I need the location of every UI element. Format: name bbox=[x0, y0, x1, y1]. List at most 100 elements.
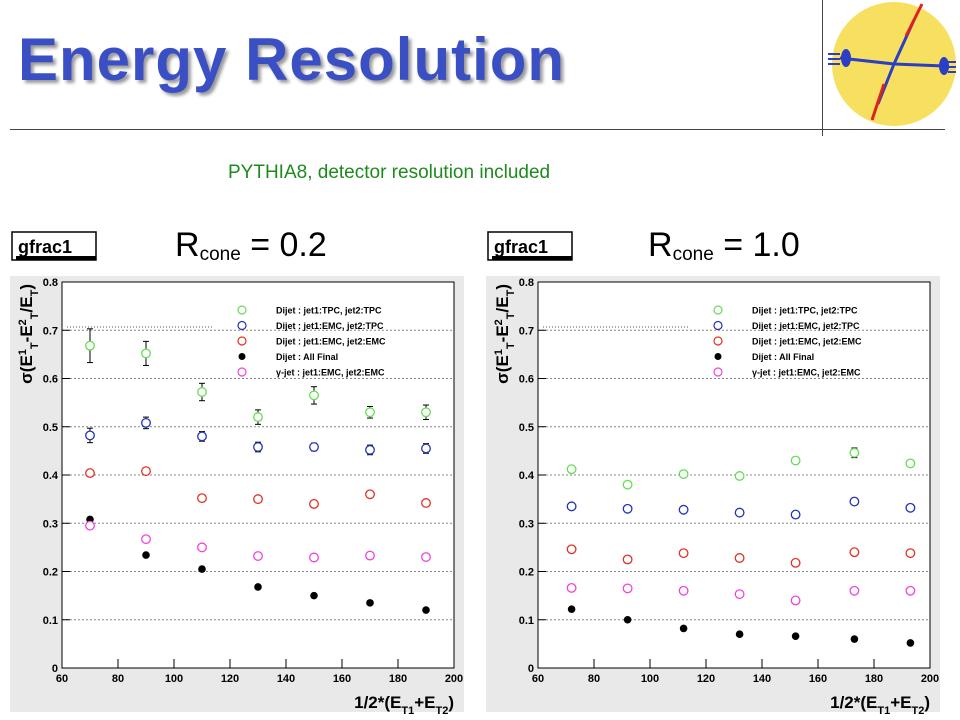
data-point bbox=[197, 387, 207, 397]
y-tick-label: 0.6 bbox=[43, 374, 58, 386]
legend-entry: Dijet : jet1:EMC, jet2:EMC bbox=[752, 337, 862, 347]
data-point bbox=[734, 507, 745, 518]
data-point bbox=[422, 606, 430, 614]
panel-label-right: Rcone = 1.0 bbox=[648, 228, 800, 264]
series bbox=[85, 520, 431, 563]
y-axis-title-sup: 1 bbox=[493, 349, 505, 355]
series bbox=[566, 447, 916, 490]
x-axis-title-part: +E bbox=[890, 693, 911, 712]
x-tick-label: 200 bbox=[921, 673, 939, 685]
data-point bbox=[421, 407, 431, 418]
y-tick-label: 0.3 bbox=[43, 518, 58, 530]
legend-marker bbox=[237, 367, 247, 377]
data-point bbox=[253, 551, 263, 562]
logo-arrow-down bbox=[870, 83, 886, 121]
legend-marker bbox=[713, 367, 723, 377]
y-tick-label: 0.4 bbox=[519, 470, 535, 482]
data-point bbox=[566, 501, 577, 512]
y-axis-title-part: /E bbox=[493, 296, 512, 312]
x-axis-title: 1/2*(ET1+ET2) bbox=[830, 693, 930, 717]
y-axis-title-part: ) bbox=[17, 284, 36, 290]
data-point bbox=[85, 520, 95, 531]
legend-entry: γ-jet : jet1:EMC, jet2:EMC bbox=[276, 368, 385, 378]
y-tick-label: 0.1 bbox=[519, 615, 534, 627]
data-point bbox=[85, 340, 95, 351]
legend-entry: γ-jet : jet1:EMC, jet2:EMC bbox=[752, 368, 861, 378]
stats-box-label: gfrac1 bbox=[494, 237, 548, 257]
y-axis-title-sub: T bbox=[505, 342, 517, 349]
data-point bbox=[366, 599, 374, 607]
legend-marker bbox=[238, 353, 246, 360]
data-point bbox=[141, 348, 151, 359]
legend-marker bbox=[713, 305, 723, 315]
data-point bbox=[905, 458, 916, 469]
data-point bbox=[198, 565, 206, 573]
data-point bbox=[310, 591, 318, 600]
y-tick-label: 0.3 bbox=[519, 518, 534, 530]
data-point bbox=[734, 589, 745, 600]
stats-box-frame bbox=[11, 231, 97, 261]
data-point bbox=[421, 552, 431, 562]
stats-box: gfrac1 bbox=[487, 231, 573, 261]
x-axis-title-part: ) bbox=[924, 693, 930, 712]
x-tick-label: 160 bbox=[809, 673, 827, 685]
data-point bbox=[678, 504, 689, 515]
legend-entry: Dijet : jet1:EMC, jet2:TPC bbox=[752, 321, 860, 331]
y-tick-label: 0.5 bbox=[519, 422, 534, 434]
data-point bbox=[365, 444, 375, 455]
data-point bbox=[85, 468, 95, 479]
data-point bbox=[678, 585, 689, 596]
data-point bbox=[622, 503, 633, 514]
y-axis-title-sup: 2 bbox=[17, 319, 29, 325]
legend-entry: Dijet : jet1:TPC, jet2:TPC bbox=[276, 306, 382, 316]
y-axis-title-sub: T bbox=[29, 312, 41, 319]
data-point bbox=[849, 547, 860, 558]
legend-entry: Dijet : All Final bbox=[276, 352, 338, 362]
data-point bbox=[622, 479, 633, 490]
legend-marker bbox=[713, 336, 723, 346]
x-axis-title-part: 1/2*(E bbox=[354, 693, 401, 712]
y-tick-label: 0.1 bbox=[43, 615, 58, 627]
y-tick-label: 0.7 bbox=[519, 325, 534, 337]
data-point bbox=[622, 583, 633, 594]
y-axis-title-part: -E bbox=[493, 325, 512, 342]
x-tick-label: 200 bbox=[445, 673, 463, 685]
y-axis-title-part: σ(E bbox=[17, 355, 36, 384]
data-point bbox=[566, 544, 577, 555]
data-point bbox=[142, 551, 150, 559]
data-point bbox=[790, 455, 801, 466]
y-tick-label: 0 bbox=[528, 663, 534, 675]
data-point bbox=[85, 430, 95, 441]
y-tick-label: 0.2 bbox=[519, 567, 534, 579]
x-tick-label: 120 bbox=[697, 673, 715, 685]
y-tick-label: 0.2 bbox=[43, 567, 58, 579]
y-axis-title-sub: T bbox=[29, 289, 41, 296]
x-tick-label: 120 bbox=[221, 673, 239, 685]
legend-entry: Dijet : jet1:TPC, jet2:TPC bbox=[752, 306, 858, 316]
legend-marker bbox=[237, 305, 247, 315]
y-tick-label: 0.6 bbox=[519, 374, 534, 386]
x-tick-label: 180 bbox=[865, 673, 883, 685]
data-point bbox=[791, 632, 800, 640]
y-axis-title-part: σ(E bbox=[493, 355, 512, 384]
stats-box-shadow bbox=[16, 256, 96, 260]
data-point bbox=[197, 431, 207, 442]
y-axis-title-sub: T bbox=[505, 312, 517, 319]
y-axis-title-sub: T bbox=[505, 289, 517, 296]
slide-subtitle: PYTHIA8, detector resolution included bbox=[228, 162, 551, 183]
x-tick-label: 100 bbox=[165, 673, 183, 685]
x-axis-title: 1/2*(ET1+ET2) bbox=[354, 693, 454, 717]
legend: Dijet : jet1:TPC, jet2:TPC Dijet : jet1:E… bbox=[237, 305, 386, 378]
panel-label-left: Rcone = 0.2 bbox=[175, 228, 327, 264]
y-tick-label: 0 bbox=[52, 663, 58, 675]
data-point bbox=[253, 412, 263, 423]
series bbox=[567, 605, 915, 647]
data-point bbox=[254, 583, 262, 591]
data-point bbox=[253, 494, 263, 505]
panel-label-main: R bbox=[648, 226, 673, 264]
title-divider bbox=[10, 129, 945, 130]
data-point bbox=[197, 542, 207, 553]
x-axis-title-sub: T2 bbox=[435, 705, 448, 717]
